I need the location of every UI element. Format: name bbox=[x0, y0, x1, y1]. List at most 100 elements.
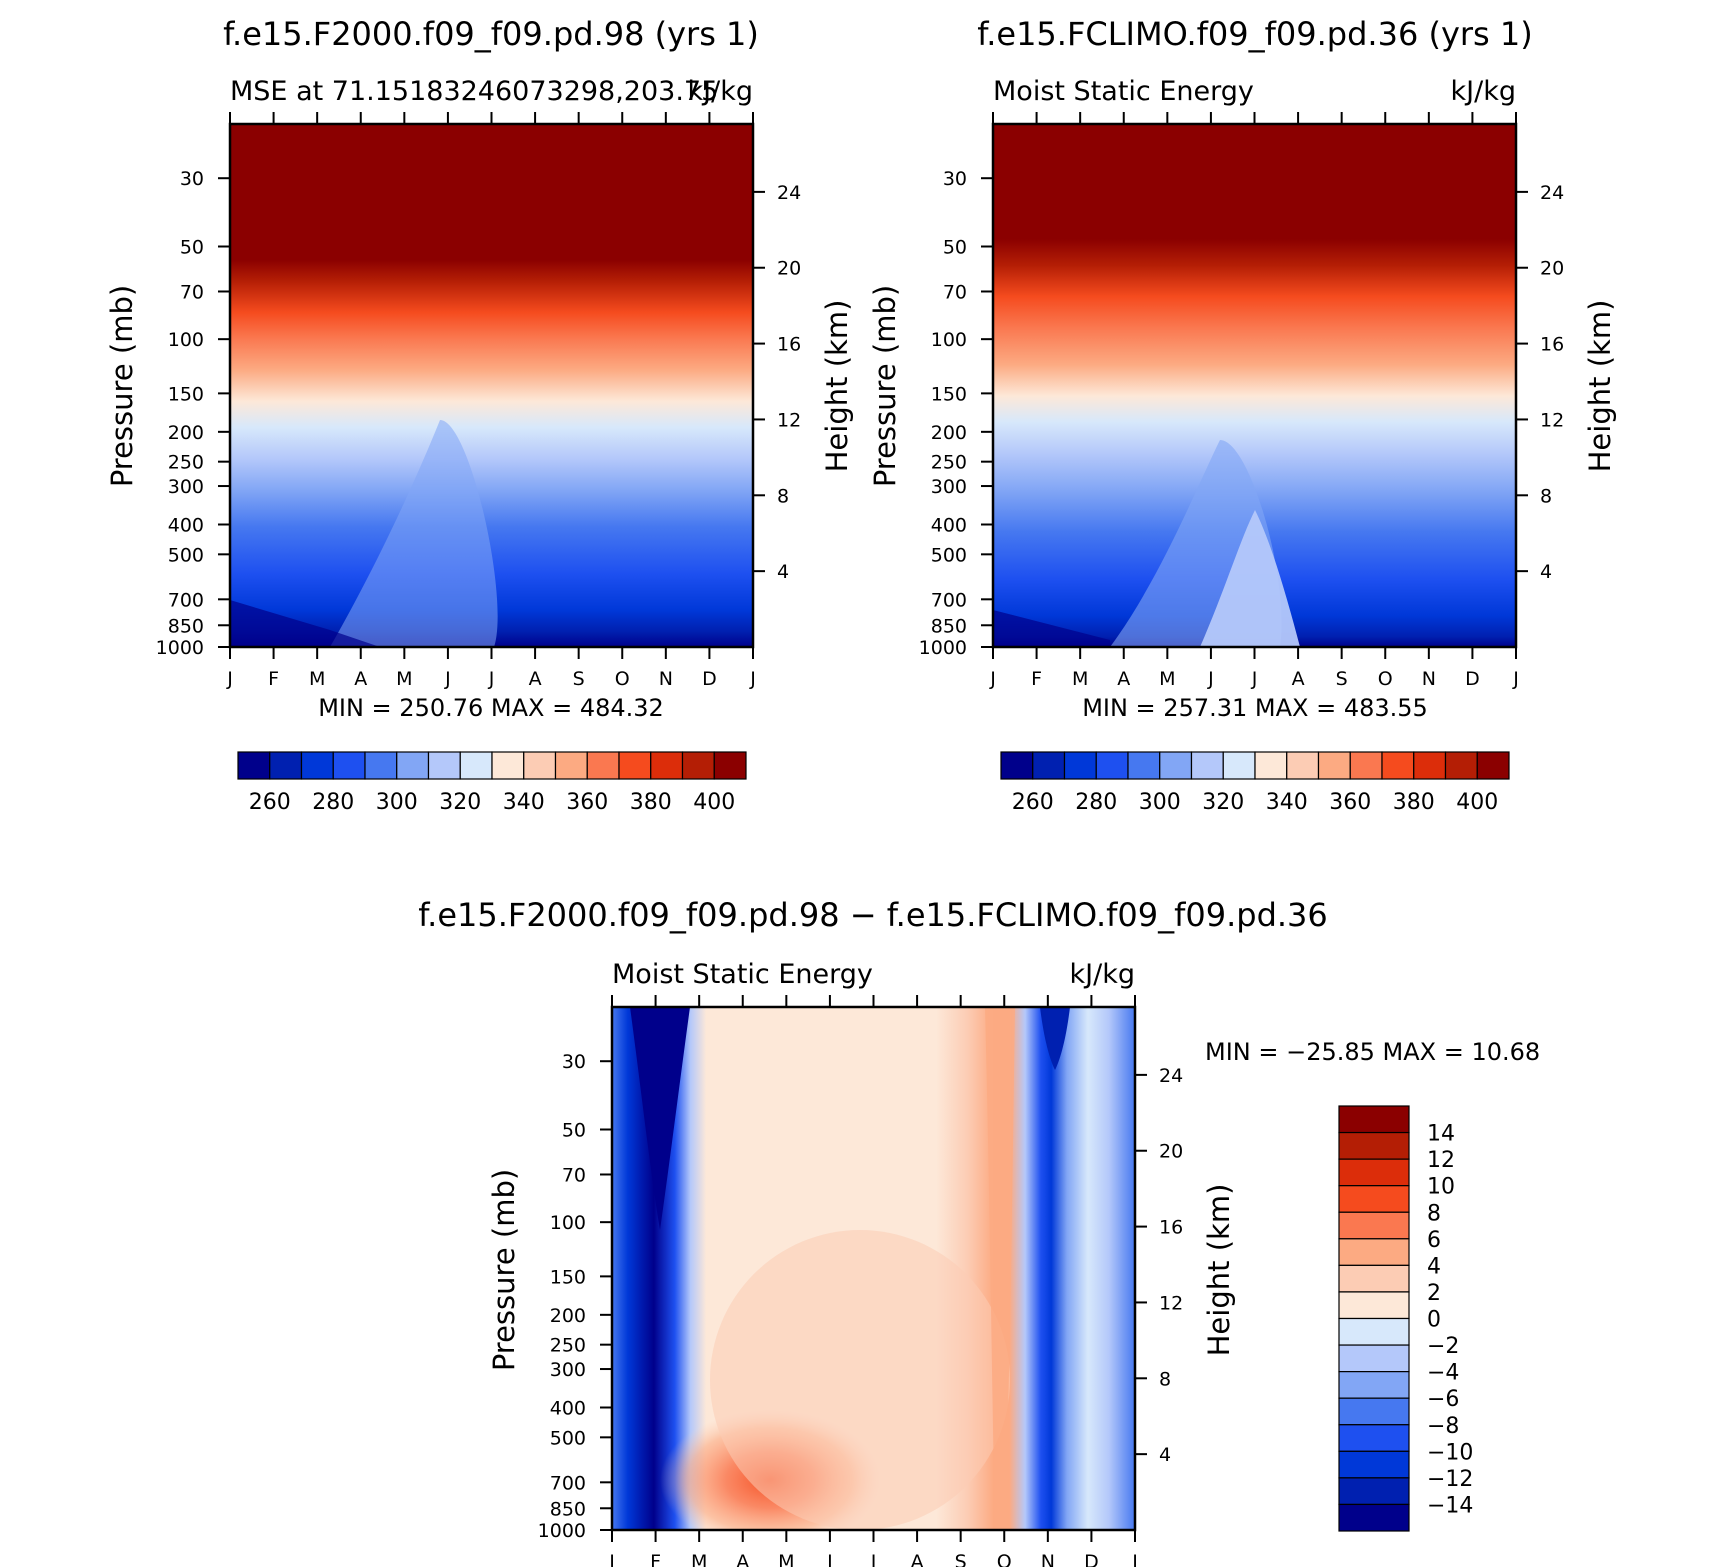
colorbar-label: 380 bbox=[1393, 790, 1435, 815]
y-tick-label: 50 bbox=[180, 236, 204, 258]
y-tick-label: 700 bbox=[168, 589, 204, 611]
colorbar-box bbox=[1317, 751, 1351, 780]
x-tick-label: F bbox=[1031, 668, 1042, 690]
y-tick-label: 1000 bbox=[538, 1520, 586, 1542]
y-tick-label: 700 bbox=[550, 1472, 586, 1494]
y-axis-label: Pressure (mb) bbox=[487, 1169, 521, 1371]
colorbar-box bbox=[1338, 1397, 1410, 1426]
y-right-tick-label: 4 bbox=[777, 561, 789, 583]
colorbar-box bbox=[618, 751, 652, 780]
colorbar-box bbox=[1338, 1477, 1410, 1506]
colorbar-label: 320 bbox=[1202, 790, 1244, 815]
y-right-tick-label: 4 bbox=[1159, 1444, 1171, 1466]
colorbar-box bbox=[1095, 751, 1129, 780]
x-tick-label: M bbox=[309, 668, 325, 690]
colorbar-label: 260 bbox=[249, 790, 291, 815]
panel-title: f.e15.F2000.f09_f09.pd.98 − f.e15.FCLIMO… bbox=[418, 896, 1328, 934]
colorbar-box bbox=[1063, 751, 1097, 780]
x-tick-label: J bbox=[488, 668, 495, 690]
contour-field bbox=[230, 124, 753, 647]
panel-units: kJ/kg bbox=[1070, 959, 1135, 990]
feb-cold-core bbox=[630, 1007, 690, 1230]
y-tick-label: 400 bbox=[168, 515, 204, 537]
x-tick-label: J bbox=[226, 668, 233, 690]
panel-left-string: MSE at 71.15183246073298,203.75 bbox=[230, 76, 718, 107]
x-tick-label: A bbox=[1292, 668, 1305, 690]
y-axis-label: Pressure (mb) bbox=[868, 285, 902, 487]
colorbar-label: −2 bbox=[1427, 1334, 1459, 1359]
y-tick-label: 150 bbox=[168, 383, 204, 405]
y-right-tick-label: 20 bbox=[777, 258, 801, 280]
colorbar-box bbox=[1476, 751, 1510, 780]
colorbar-box bbox=[650, 751, 684, 780]
y-tick-label: 500 bbox=[168, 544, 204, 566]
panel-left-string: Moist Static Energy bbox=[612, 959, 873, 990]
colorbar-box bbox=[237, 751, 271, 780]
panel-units: kJ/kg bbox=[1451, 76, 1516, 107]
panel-difference: f.e15.F2000.f09_f09.pd.98 − f.e15.FCLIMO… bbox=[418, 896, 1540, 1567]
panel-title: f.e15.F2000.f09_f09.pd.98 (yrs 1) bbox=[223, 15, 759, 53]
colorbar-box bbox=[459, 751, 493, 780]
y-tick-label: 500 bbox=[931, 544, 967, 566]
colorbar-box bbox=[491, 751, 525, 780]
colorbar-box bbox=[1381, 751, 1415, 780]
colorbar-box bbox=[364, 751, 398, 780]
y-tick-label: 50 bbox=[562, 1119, 586, 1141]
x-tick-label: O bbox=[997, 1551, 1012, 1567]
x-tick-label: A bbox=[736, 1551, 749, 1567]
colorbar-box bbox=[269, 751, 303, 780]
y-tick-label: 200 bbox=[168, 422, 204, 444]
colorbar-label: 260 bbox=[1012, 790, 1054, 815]
x-tick-label: A bbox=[354, 668, 367, 690]
colorbar-box bbox=[1338, 1105, 1410, 1134]
y-right-tick-label: 16 bbox=[777, 334, 801, 356]
colorbar-box bbox=[1338, 1185, 1410, 1213]
summer-light-core bbox=[1200, 510, 1300, 647]
y-right-tick-label: 8 bbox=[777, 485, 789, 507]
colorbar-label: −10 bbox=[1427, 1440, 1473, 1465]
colorbar-label: 400 bbox=[1456, 790, 1498, 815]
winter-cold-bottom bbox=[993, 610, 1110, 647]
x-tick-label: A bbox=[911, 1551, 924, 1567]
x-tick-label: A bbox=[1117, 668, 1130, 690]
y-tick-label: 250 bbox=[550, 1335, 586, 1357]
y-right-tick-label: 20 bbox=[1159, 1141, 1183, 1163]
y-right-tick-label: 16 bbox=[1159, 1217, 1183, 1239]
y-tick-label: 1000 bbox=[919, 637, 967, 659]
y-tick-label: 50 bbox=[943, 236, 967, 258]
colorbar-box bbox=[396, 751, 430, 780]
x-tick-label: D bbox=[702, 668, 717, 690]
colorbar-label: 320 bbox=[439, 790, 481, 815]
y-right-tick-label: 16 bbox=[1540, 334, 1564, 356]
colorbar-label: 360 bbox=[566, 790, 608, 815]
x-tick-label: S bbox=[1336, 668, 1348, 690]
x-tick-label: N bbox=[1041, 1551, 1055, 1567]
colorbar-box bbox=[713, 751, 747, 780]
colorbar-box bbox=[586, 751, 620, 780]
x-tick-label: F bbox=[268, 668, 279, 690]
y-tick-label: 700 bbox=[931, 589, 967, 611]
y-tick-label: 100 bbox=[550, 1212, 586, 1234]
y-tick-label: 500 bbox=[550, 1427, 586, 1449]
colorbar-label: 6 bbox=[1427, 1228, 1441, 1253]
min-max-stats: MIN = 250.76 MAX = 484.32 bbox=[318, 694, 664, 722]
colorbar-box bbox=[1338, 1158, 1410, 1187]
colorbar-box bbox=[1190, 751, 1224, 780]
colorbar-label: −6 bbox=[1427, 1387, 1459, 1412]
colorbar-label: 280 bbox=[312, 790, 354, 815]
colorbar-box bbox=[681, 751, 715, 780]
colorbar-label: −4 bbox=[1427, 1361, 1459, 1386]
y-right-tick-label: 24 bbox=[1540, 182, 1564, 204]
y-tick-label: 250 bbox=[931, 452, 967, 474]
colorbar-box bbox=[1413, 751, 1447, 780]
colorbar-label: 360 bbox=[1329, 790, 1371, 815]
panel-fclimo: f.e15.FCLIMO.f09_f09.pd.36 (yrs 1) Moist… bbox=[868, 15, 1617, 815]
colorbar-label: 2 bbox=[1427, 1281, 1441, 1306]
colorbar-label: −12 bbox=[1427, 1467, 1473, 1492]
x-tick-label: J bbox=[1207, 668, 1214, 690]
colorbar-label: 400 bbox=[693, 790, 735, 815]
